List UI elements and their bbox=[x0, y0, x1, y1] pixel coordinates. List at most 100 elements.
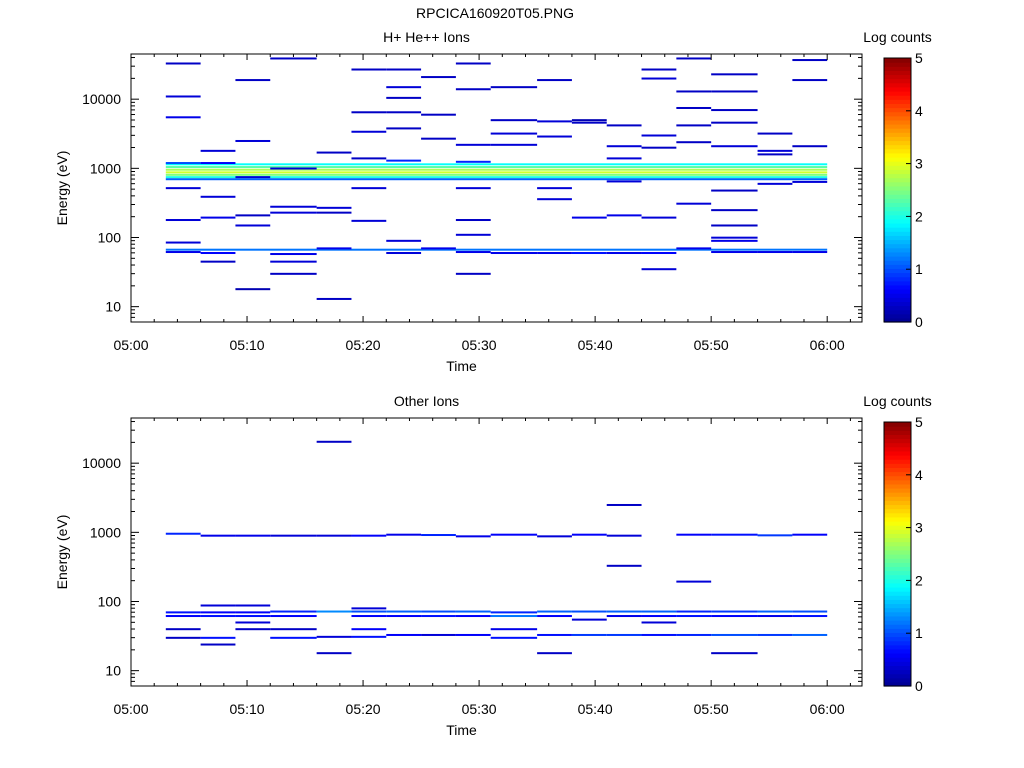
heatmap-cell bbox=[270, 615, 317, 618]
heatmap-band bbox=[165, 178, 828, 181]
colorbar-cell bbox=[884, 62, 911, 67]
x-tick-label: 05:10 bbox=[230, 337, 265, 353]
heatmap-cell bbox=[165, 219, 201, 222]
heatmap-cell bbox=[200, 149, 236, 152]
colorbar-cell bbox=[884, 78, 911, 84]
x-tick-label: 05:40 bbox=[578, 337, 613, 353]
y-tick-label: 10000 bbox=[82, 455, 121, 471]
colorbar-cell bbox=[884, 309, 911, 315]
heatmap-cell bbox=[165, 162, 201, 165]
colorbar-cell bbox=[884, 681, 911, 687]
heatmap-cell bbox=[316, 206, 352, 209]
colorbar: 0 1 2 3 4 5 Log counts bbox=[863, 393, 932, 694]
heatmap-cell bbox=[455, 615, 491, 618]
heatmap-cell bbox=[270, 260, 317, 263]
colorbar-cell bbox=[884, 644, 911, 650]
colorbar-cell bbox=[884, 455, 911, 460]
colorbar-cell bbox=[884, 562, 911, 567]
heatmap-cell bbox=[235, 534, 271, 537]
heatmap-cell bbox=[165, 251, 201, 254]
heatmap-cell bbox=[455, 610, 491, 613]
heatmap-cell bbox=[711, 633, 758, 636]
heatmap-cell bbox=[757, 251, 793, 254]
heatmap-cell bbox=[455, 160, 491, 163]
heatmap-cell bbox=[641, 633, 677, 636]
colorbar-tick-label: 0 bbox=[915, 678, 923, 694]
heatmap-cell bbox=[455, 251, 491, 254]
colorbar-cell bbox=[884, 624, 911, 629]
x-tick-label: 05:40 bbox=[578, 701, 613, 717]
heatmap-cell bbox=[537, 610, 572, 613]
x-axis-label: Time bbox=[446, 722, 477, 738]
colorbar-cell bbox=[884, 95, 911, 100]
heatmap-cell bbox=[606, 534, 642, 537]
x-tick-label: 05:20 bbox=[346, 337, 381, 353]
colorbar-tick-label: 4 bbox=[915, 103, 923, 119]
colorbar-cell bbox=[884, 107, 911, 113]
heatmap-cell bbox=[606, 214, 642, 217]
colorbar-cell bbox=[884, 91, 911, 96]
heatmap-cell bbox=[711, 145, 758, 148]
colorbar-cell bbox=[884, 582, 911, 588]
colorbar-cell bbox=[884, 512, 911, 518]
heatmap-cell bbox=[711, 109, 758, 112]
colorbar-cell bbox=[884, 115, 911, 121]
colorbar-cell bbox=[884, 640, 911, 646]
colorbar-cell bbox=[884, 284, 911, 290]
heatmap-cell bbox=[351, 615, 387, 618]
heatmap-cell bbox=[676, 533, 712, 536]
heatmap-cell bbox=[270, 211, 317, 214]
heatmap-cell bbox=[537, 633, 572, 636]
colorbar-cell bbox=[884, 677, 911, 683]
heatmap-cell bbox=[165, 611, 201, 614]
heatmap-cell bbox=[421, 633, 456, 636]
heatmap-band bbox=[165, 173, 828, 176]
heatmap-cell bbox=[351, 635, 387, 638]
heatmap-cell bbox=[606, 564, 642, 567]
colorbar-tick-label: 2 bbox=[915, 572, 923, 588]
colorbar-cell bbox=[884, 615, 911, 621]
heatmap-cell bbox=[421, 247, 456, 250]
heatmap-cell bbox=[711, 236, 758, 239]
colorbar-tick-label: 3 bbox=[915, 520, 923, 536]
heatmap-cell bbox=[641, 77, 677, 80]
colorbar-cell bbox=[884, 508, 911, 514]
colorbar-cell bbox=[884, 488, 911, 493]
heatmap-cell bbox=[351, 111, 387, 114]
heatmap-cell bbox=[386, 252, 422, 255]
heatmap-cell bbox=[200, 636, 236, 639]
colorbar-cell bbox=[884, 99, 911, 104]
colorbar-cell bbox=[884, 636, 911, 642]
heatmap-cell bbox=[676, 580, 712, 583]
heatmap-cell bbox=[386, 159, 422, 162]
colorbar-cell bbox=[884, 243, 911, 249]
colorbar-cell bbox=[884, 463, 911, 468]
colorbar-cell bbox=[884, 632, 911, 638]
heatmap-cell bbox=[200, 611, 236, 614]
heatmap-cells bbox=[165, 440, 828, 655]
heatmap-cell bbox=[165, 532, 201, 535]
heatmap-band bbox=[165, 168, 828, 171]
heatmap-cell bbox=[792, 615, 828, 618]
heatmap-cell bbox=[386, 610, 422, 613]
colorbar-cell bbox=[884, 620, 911, 625]
colorbar-cell bbox=[884, 66, 911, 71]
colorbar-cell bbox=[884, 272, 911, 278]
heatmap-cell bbox=[455, 272, 491, 275]
heatmap-cell bbox=[316, 610, 352, 613]
colorbar-tick-label: 4 bbox=[915, 467, 923, 483]
colorbar-cell bbox=[884, 426, 911, 431]
colorbar-cell bbox=[884, 450, 911, 456]
heatmap-cell bbox=[235, 621, 271, 624]
colorbar-cell bbox=[884, 152, 911, 158]
heatmap-cell bbox=[270, 253, 317, 256]
heatmap-cell bbox=[711, 615, 758, 618]
heatmap-band bbox=[165, 248, 828, 251]
colorbar-tick-label: 1 bbox=[915, 261, 923, 277]
colorbar-cell bbox=[884, 161, 911, 166]
heatmap-cell bbox=[421, 76, 456, 79]
heatmap-cell bbox=[537, 535, 572, 538]
heatmap-cell bbox=[270, 272, 317, 275]
heatmap-cell bbox=[421, 534, 456, 537]
heatmap-cell bbox=[757, 182, 793, 185]
